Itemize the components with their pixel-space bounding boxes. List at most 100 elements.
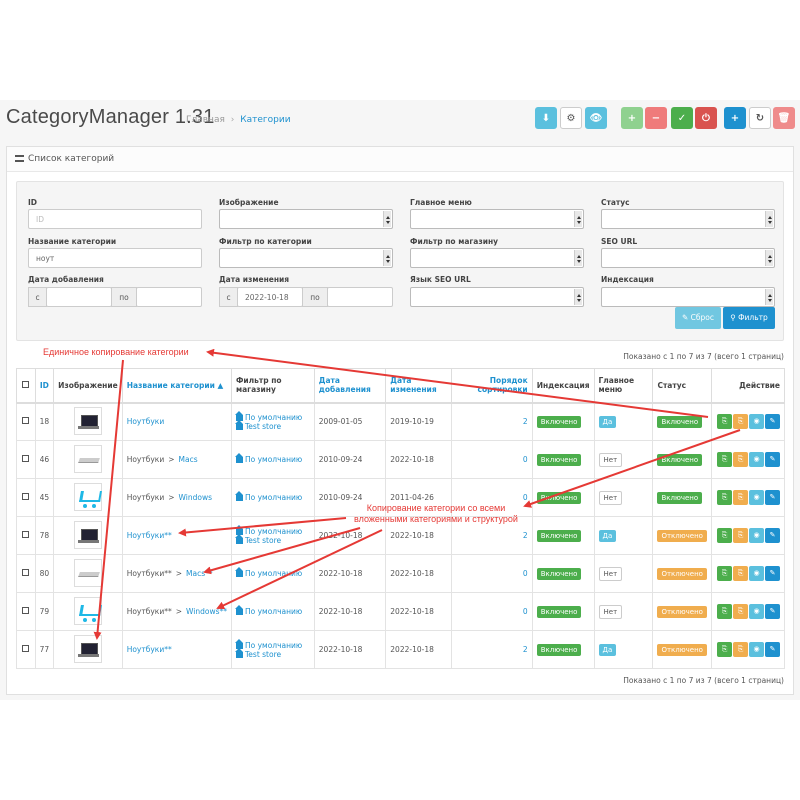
- edit-button[interactable]: ✎: [765, 452, 780, 467]
- reset-button[interactable]: ✎ Сброс: [675, 307, 721, 329]
- store-link[interactable]: Test store: [234, 419, 310, 431]
- copy-tree-button[interactable]: ⎘: [733, 604, 748, 619]
- row-checkbox[interactable]: [22, 417, 30, 425]
- trash-button[interactable]: 🗑: [773, 107, 795, 129]
- date-modified-to-input[interactable]: [327, 287, 393, 307]
- filter-main-menu-select[interactable]: [410, 209, 584, 229]
- filter-image-select[interactable]: [219, 209, 393, 229]
- main-menu-badge[interactable]: Нет: [598, 604, 623, 619]
- edit-button[interactable]: ✎: [765, 490, 780, 505]
- copy-button[interactable]: ⎘: [717, 566, 732, 581]
- filter-seo-url-select[interactable]: [601, 248, 775, 268]
- main-menu-badge[interactable]: Нет: [598, 566, 623, 581]
- status-badge[interactable]: Отключено: [657, 643, 707, 656]
- edit-button[interactable]: ✎: [765, 566, 780, 581]
- status-badge[interactable]: Включено: [657, 491, 703, 504]
- store-link[interactable]: По умолчанию: [234, 524, 310, 536]
- row-checkbox[interactable]: [22, 645, 30, 652]
- copy-tree-button[interactable]: ⎘: [733, 566, 748, 581]
- gears-button[interactable]: ⚙: [560, 107, 582, 129]
- eye-button[interactable]: 👁: [585, 107, 607, 129]
- download-button[interactable]: ⬇: [535, 107, 557, 129]
- filter-indexing-select[interactable]: [601, 287, 775, 307]
- indexing-badge[interactable]: Включено: [536, 491, 582, 504]
- id-header[interactable]: ID: [34, 368, 55, 404]
- view-button[interactable]: ◉: [749, 414, 764, 430]
- row-checkbox[interactable]: [22, 607, 30, 614]
- copy-button[interactable]: ⎘: [717, 490, 732, 505]
- edit-button[interactable]: ✎: [765, 528, 780, 543]
- sort-order-header[interactable]: Порядок сортировки: [450, 368, 533, 404]
- store-link[interactable]: По умолчанию: [234, 491, 310, 502]
- edit-button[interactable]: ✎: [765, 414, 780, 430]
- main-menu-badge[interactable]: Нет: [598, 490, 623, 505]
- date-modified-from-input[interactable]: 2022-10-18: [237, 287, 303, 307]
- add-button[interactable]: +: [724, 107, 746, 129]
- indexing-badge[interactable]: Включено: [536, 567, 582, 580]
- row-sort-order[interactable]: 0: [450, 554, 533, 593]
- copy-button[interactable]: ⎘: [717, 604, 732, 619]
- breadcrumb-home[interactable]: Главная: [186, 115, 225, 125]
- filter-seo-lang-select[interactable]: [410, 287, 584, 307]
- view-button[interactable]: ◉: [749, 604, 764, 619]
- row-checkbox[interactable]: [22, 493, 30, 500]
- view-button[interactable]: ◉: [749, 642, 764, 657]
- main-menu-badge[interactable]: Да: [598, 529, 617, 542]
- row-sort-order[interactable]: 0: [450, 592, 533, 631]
- main-menu-badge[interactable]: Да: [598, 643, 617, 656]
- row-checkbox[interactable]: [22, 455, 30, 462]
- view-button[interactable]: ◉: [749, 566, 764, 581]
- filter-store-select[interactable]: [410, 248, 584, 268]
- minus-button[interactable]: −: [645, 107, 667, 129]
- filter-id-input[interactable]: ID: [28, 209, 202, 229]
- category-name-link[interactable]: Ноутбуки: [126, 417, 165, 427]
- store-link[interactable]: По умолчанию: [234, 567, 310, 578]
- indexing-badge[interactable]: Включено: [536, 643, 582, 656]
- copy-tree-button[interactable]: ⎘: [733, 528, 748, 543]
- row-checkbox[interactable]: [22, 569, 30, 576]
- row-sort-order[interactable]: 0: [450, 440, 533, 479]
- main-menu-badge[interactable]: Нет: [598, 452, 623, 467]
- indexing-badge[interactable]: Включено: [536, 415, 582, 428]
- row-sort-order[interactable]: 2: [450, 402, 533, 441]
- category-name-link[interactable]: Ноутбуки**: [126, 645, 172, 654]
- store-link[interactable]: По умолчанию: [234, 605, 310, 616]
- filter-category-select[interactable]: [219, 248, 393, 268]
- indexing-badge[interactable]: Включено: [536, 453, 582, 466]
- store-link[interactable]: Test store: [234, 533, 310, 545]
- category-name-link[interactable]: Windows: [178, 493, 212, 502]
- view-button[interactable]: ◉: [749, 490, 764, 505]
- status-badge[interactable]: Отключено: [657, 605, 707, 618]
- copy-button[interactable]: ⎘: [717, 528, 732, 543]
- copy-tree-button[interactable]: ⎘: [733, 452, 748, 467]
- indexing-badge[interactable]: Включено: [536, 529, 582, 542]
- date-added-from-input[interactable]: [46, 287, 112, 307]
- category-name-link[interactable]: Ноутбуки**: [126, 531, 172, 540]
- row-sort-order[interactable]: 2: [450, 630, 533, 669]
- power-button[interactable]: ⏻: [695, 107, 717, 129]
- indexing-badge[interactable]: Включено: [536, 605, 582, 618]
- row-checkbox[interactable]: [22, 531, 30, 538]
- filter-status-select[interactable]: [601, 209, 775, 229]
- check-button[interactable]: ✓: [671, 107, 693, 129]
- filter-button[interactable]: ⚲ Фильтр: [723, 307, 775, 329]
- name-header[interactable]: Название категории ▲: [121, 368, 232, 404]
- filter-name-input[interactable]: ноут: [28, 248, 202, 268]
- edit-button[interactable]: ✎: [765, 604, 780, 619]
- copy-button[interactable]: ⎘: [717, 642, 732, 657]
- status-badge[interactable]: Включено: [657, 453, 703, 466]
- copy-button[interactable]: ⎘: [717, 452, 732, 467]
- edit-button[interactable]: ✎: [765, 642, 780, 657]
- view-button[interactable]: ◉: [749, 528, 764, 543]
- main-menu-badge[interactable]: Да: [598, 415, 617, 428]
- store-link[interactable]: Test store: [234, 647, 310, 659]
- copy-tree-button[interactable]: ⎘: [733, 414, 748, 430]
- date-added-header[interactable]: Дата добавления: [313, 368, 387, 404]
- breadcrumb-categories[interactable]: Категории: [240, 115, 291, 125]
- store-link[interactable]: По умолчанию: [234, 410, 310, 422]
- store-link[interactable]: По умолчанию: [234, 453, 310, 464]
- category-name-link[interactable]: Macs**: [186, 569, 213, 578]
- date-modified-header[interactable]: Дата изменения: [385, 368, 452, 404]
- select-all-checkbox[interactable]: [22, 380, 30, 388]
- refresh-button[interactable]: ↻: [749, 107, 771, 129]
